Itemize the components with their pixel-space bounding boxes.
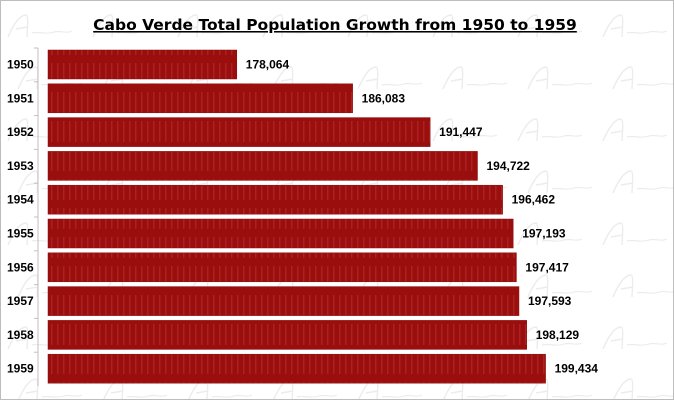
- data-label: 198,129: [536, 328, 580, 342]
- watermark-logo: [517, 14, 583, 38]
- watermark-logo: [528, 378, 593, 399]
- category-label: 1955: [7, 227, 34, 241]
- watermark-logo: [442, 66, 508, 90]
- watermark-logo: [517, 222, 583, 246]
- watermark-logo: [262, 14, 328, 38]
- category-label: 1954: [7, 193, 34, 207]
- watermark-logo: [527, 170, 593, 194]
- bar-1955: [47, 218, 514, 249]
- watermark-logo: [612, 170, 673, 194]
- category-label: 1957: [7, 294, 34, 308]
- bar-1953: [47, 151, 478, 181]
- watermark-logo: [7, 14, 73, 38]
- watermark-logo: [177, 14, 243, 38]
- data-label: 197,593: [528, 294, 572, 308]
- watermark-logo: [612, 66, 673, 90]
- bar-1951: [47, 83, 353, 114]
- category-label: 1958: [7, 328, 34, 342]
- data-label: 197,193: [522, 227, 566, 241]
- bar-1956: [47, 252, 517, 283]
- data-label: 178,064: [246, 58, 290, 72]
- category-label: 1959: [7, 362, 34, 376]
- data-label: 199,434: [555, 362, 599, 376]
- watermark-logo: [613, 378, 673, 399]
- bar-1959: [47, 353, 546, 384]
- data-label: 186,083: [362, 91, 406, 105]
- watermark-logo: [602, 222, 668, 246]
- data-label: 197,417: [525, 260, 569, 274]
- data-label: 194,722: [486, 159, 530, 173]
- data-label: 191,447: [439, 125, 483, 139]
- data-label: 196,462: [512, 193, 556, 207]
- watermark-logo: [357, 66, 423, 90]
- watermark-logo: [527, 274, 593, 298]
- watermark-logo: [92, 14, 158, 38]
- watermark-logo: [602, 118, 668, 142]
- watermark-logo: [612, 274, 673, 298]
- watermark-logo: [18, 378, 83, 399]
- bar-1952: [47, 117, 431, 147]
- category-label: 1950: [7, 58, 34, 72]
- watermark-logo: [527, 66, 593, 90]
- watermark-logo: [602, 14, 668, 38]
- watermark-logo: [432, 14, 498, 38]
- bar-1950: [47, 49, 238, 80]
- watermark-logo: [517, 118, 583, 142]
- watermark-logo: [432, 118, 498, 142]
- watermark-logo: [347, 14, 413, 38]
- bar-1957: [47, 286, 520, 316]
- category-label: 1953: [7, 159, 34, 173]
- category-label: 1956: [7, 260, 34, 274]
- chart-title: Cabo Verde Total Population Growth from …: [93, 16, 577, 34]
- bar-1954: [47, 184, 503, 215]
- category-label: 1951: [7, 91, 34, 105]
- category-label: 1952: [7, 125, 34, 139]
- bar-1958: [47, 320, 527, 350]
- watermark-logo: [602, 326, 668, 350]
